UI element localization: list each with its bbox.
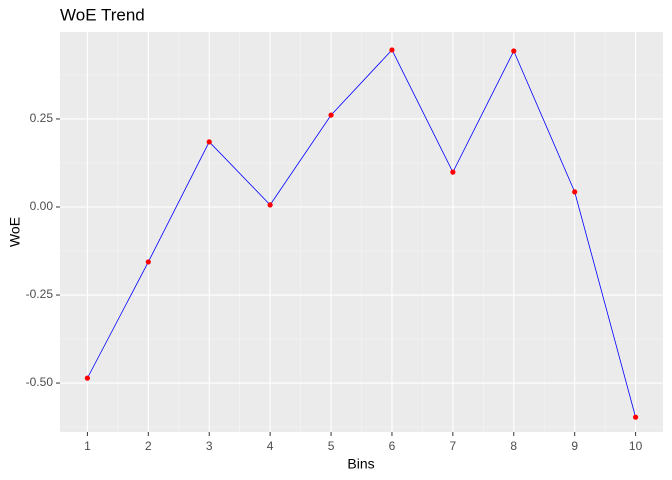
- marks: [84, 47, 639, 420]
- y-tick-label: -0.25: [26, 287, 54, 301]
- data-point: [450, 169, 456, 175]
- x-tick-label: 9: [571, 439, 578, 453]
- x-tick-label: 10: [629, 439, 643, 453]
- data-point: [206, 139, 212, 145]
- y-tick-label: -0.50: [26, 375, 54, 389]
- x-tick-label: 2: [145, 439, 152, 453]
- x-tick-label: 8: [510, 439, 517, 453]
- y-axis-title: WoE: [7, 217, 23, 247]
- data-point: [572, 189, 578, 195]
- y-tick-label: 0.00: [30, 199, 54, 213]
- x-tick-label: 1: [84, 439, 91, 453]
- chart-title: WoE Trend: [60, 5, 145, 24]
- x-tick-label: 4: [267, 439, 274, 453]
- y-tick-label: 0.25: [30, 111, 54, 125]
- data-point: [511, 48, 517, 54]
- x-tick-label: 6: [389, 439, 396, 453]
- data-point: [84, 375, 91, 381]
- x-tick-label: 7: [450, 439, 457, 453]
- x-tick-label: 5: [328, 439, 335, 453]
- minor-grid: [60, 32, 663, 432]
- x-axis-title: Bins: [347, 456, 374, 472]
- data-point: [328, 112, 334, 118]
- data-point: [267, 202, 273, 208]
- grid: [56, 32, 663, 436]
- x-tick-label: 3: [206, 439, 213, 453]
- data-point: [389, 47, 395, 53]
- data-point: [632, 414, 639, 420]
- series-line: [87, 49, 636, 418]
- data-point: [145, 259, 151, 265]
